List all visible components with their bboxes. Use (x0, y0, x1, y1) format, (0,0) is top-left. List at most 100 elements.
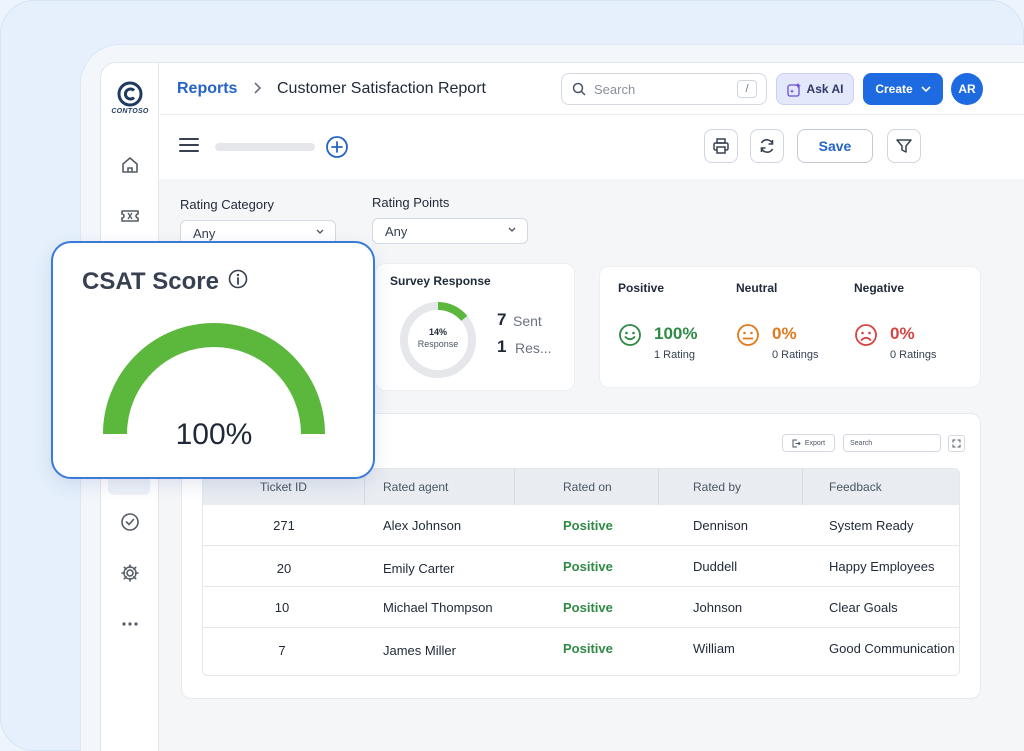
table-search-placeholder: Search (850, 439, 873, 447)
logo-text: CONTOSO (111, 108, 149, 115)
neutral-face-icon (736, 323, 760, 352)
sparkle-icon (786, 82, 801, 97)
column-header-rated-by[interactable]: Rated by (659, 469, 803, 505)
table-search-input[interactable]: Search (843, 434, 941, 452)
table-row[interactable]: 7 James Miller Positive William Good Com… (203, 628, 959, 669)
contoso-logo-icon (117, 81, 143, 107)
neutral-percent: 0% (772, 324, 797, 343)
refresh-button[interactable] (750, 129, 784, 163)
cell-ticket-id: 10 (274, 600, 290, 615)
cell-rated-by: Dennison (693, 518, 748, 533)
breadcrumb-reports-link[interactable]: Reports (177, 80, 238, 97)
responses-count: 1 (497, 337, 507, 356)
survey-response-donut (400, 302, 476, 378)
create-button[interactable]: Create (863, 73, 943, 105)
cell-ticket-id: 271 (273, 518, 295, 533)
refresh-icon (760, 139, 774, 153)
csat-gauge (103, 323, 325, 435)
add-circle-icon[interactable] (325, 135, 349, 164)
cell-rated-by: Johnson (693, 600, 743, 615)
rating-points-label: Rating Points (372, 195, 450, 210)
cell-rated-on: Positive (563, 518, 613, 533)
sent-label: Sent (513, 313, 542, 329)
ratings-table: Ticket ID Rated agent Rated on Rated by … (202, 468, 960, 676)
filter-icon (896, 139, 912, 153)
column-header-feedback[interactable]: Feedback (829, 480, 882, 494)
column-header-rated-on[interactable]: Rated on (515, 469, 659, 505)
more-horizontal-icon[interactable] (118, 612, 142, 636)
search-icon (572, 82, 586, 96)
negative-title: Negative (854, 281, 905, 295)
chevron-down-icon (316, 229, 324, 234)
cell-rated-on: Positive (563, 641, 613, 656)
gear-icon[interactable] (118, 561, 142, 585)
responses-label: Res... (515, 340, 552, 356)
cell-feedback: Good Communication (829, 641, 955, 656)
cell-rated-by: William (693, 641, 735, 656)
sent-count: 7 (497, 310, 507, 329)
negative-count: 0 Ratings (890, 349, 937, 361)
chevron-down-icon (508, 227, 516, 232)
table-row[interactable]: 20 Emily Carter Positive Duddell Happy E… (203, 546, 959, 587)
app-window: CONTOSO Reports Customer Satisfaction Re… (100, 62, 1024, 751)
csat-title: CSAT Score (82, 268, 219, 295)
ratings-table-card: Export Search Ticket ID Rated agent Rate… (181, 413, 981, 699)
search-input[interactable]: Search / (561, 73, 767, 105)
table-row[interactable]: 10 Michael Thompson Positive Johnson Cle… (203, 587, 959, 628)
cell-rated-agent: Michael Thompson (383, 600, 493, 615)
ask-ai-label: Ask AI (806, 82, 844, 96)
cell-ticket-id: 20 (276, 561, 292, 576)
survey-response-card: Survey Response 14% Response 7 Sent 1 Re… (375, 263, 575, 391)
rating-category-value: Any (193, 225, 216, 241)
cell-feedback: System Ready (829, 518, 914, 533)
column-header-rated-agent[interactable]: Rated agent (365, 469, 515, 505)
cell-feedback: Clear Goals (829, 600, 898, 615)
create-label: Create (875, 82, 913, 96)
rating-points-select[interactable]: Any (372, 218, 528, 244)
ticket-icon[interactable] (118, 204, 142, 228)
logo[interactable]: CONTOSO (110, 81, 150, 115)
export-icon (792, 439, 801, 447)
positive-count: 1 Rating (654, 349, 695, 361)
survey-response-title: Survey Response (390, 274, 491, 288)
search-shortcut-key: / (737, 80, 757, 98)
export-button[interactable]: Export (782, 434, 835, 452)
sad-face-icon (854, 323, 878, 352)
smile-face-icon (618, 323, 642, 352)
printer-icon (713, 138, 729, 154)
cell-rated-on: Positive (563, 559, 613, 574)
home-icon[interactable] (118, 153, 142, 177)
cell-rated-agent: Emily Carter (383, 561, 455, 576)
cell-rated-agent: Alex Johnson (383, 518, 462, 533)
print-button[interactable] (704, 129, 738, 163)
search-placeholder: Search (594, 81, 636, 97)
filter-button[interactable] (887, 129, 921, 163)
ask-ai-button[interactable]: Ask AI (776, 73, 854, 105)
cell-rated-by: Duddell (693, 559, 738, 574)
avatar[interactable]: AR (951, 73, 983, 105)
expand-button[interactable] (948, 435, 965, 452)
chevron-right-icon (251, 81, 263, 100)
cell-ticket-id: 7 (278, 643, 286, 658)
positive-percent: 100% (654, 324, 698, 343)
toolbar: Save (159, 115, 1024, 179)
survey-response-percent: 14% (428, 327, 447, 337)
negative-percent: 0% (890, 324, 915, 343)
info-icon[interactable] (228, 269, 248, 294)
save-button[interactable]: Save (797, 129, 873, 163)
column-header-ticket-id[interactable]: Ticket ID (203, 469, 365, 505)
rating-points-value: Any (385, 223, 408, 239)
sentiment-summary-card: Positive 100% 1 Rating Neutral 0% 0 Rati… (599, 266, 981, 388)
header: Reports Customer Satisfaction Report Sea… (159, 63, 1024, 115)
positive-title: Positive (618, 281, 665, 295)
report-name-placeholder (215, 143, 315, 151)
rating-category-label: Rating Category (180, 197, 274, 212)
hamburger-menu-icon[interactable] (179, 137, 199, 158)
table-row[interactable]: 271 Alex Johnson Positive Dennison Syste… (203, 505, 959, 546)
check-circle-icon[interactable] (118, 510, 142, 534)
survey-response-donut-label: Response (417, 339, 459, 349)
cell-feedback: Happy Employees (829, 559, 935, 574)
csat-value: 100% (175, 418, 253, 451)
expand-icon (952, 439, 961, 448)
chevron-down-icon (921, 86, 931, 93)
